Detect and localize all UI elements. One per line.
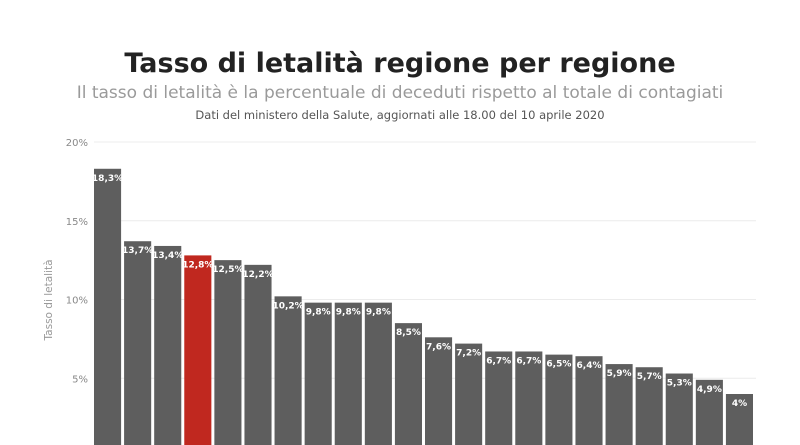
bar xyxy=(94,168,122,445)
bar-value-label: 9,8% xyxy=(336,308,361,318)
bar xyxy=(394,323,422,445)
bar-value-label: 4,9% xyxy=(697,385,722,395)
chart-source-note: Dati del ministero della Salute, aggiorn… xyxy=(195,108,605,122)
bar xyxy=(635,367,663,445)
bar-value-label: 12,2% xyxy=(242,270,273,280)
chart-subtitle: Il tasso di letalità è la percentuale di… xyxy=(76,83,724,103)
bar-value-label: 8,5% xyxy=(396,328,421,338)
bar-value-label: 7,2% xyxy=(456,349,481,359)
y-tick-label: 20% xyxy=(66,138,88,149)
bar-value-label: 5,7% xyxy=(637,372,662,382)
bar xyxy=(545,354,573,445)
bar xyxy=(124,241,152,445)
bar-value-label: 10,2% xyxy=(272,301,303,311)
bar xyxy=(364,302,392,445)
y-axis-ticks: 5% 10% 15% 20% xyxy=(66,138,88,385)
bar-value-label: 18,3% xyxy=(92,174,123,184)
y-tick-label: 5% xyxy=(72,374,88,385)
bar xyxy=(515,351,543,445)
bar xyxy=(725,394,753,445)
bar xyxy=(485,351,513,445)
bar-labels: 18,3%13,7%13,4%12,8%12,5%12,2%10,2%9,8% 9… xyxy=(92,174,747,409)
y-axis-label: Tasso di letalità xyxy=(43,259,55,341)
bar-value-label: 5,9% xyxy=(607,369,632,379)
bar-value-label: 7,6% xyxy=(426,342,451,352)
bar xyxy=(334,302,362,445)
bar-value-label: 5,3% xyxy=(667,379,692,389)
y-tick-label: 15% xyxy=(66,217,88,228)
bar xyxy=(605,364,633,445)
bar-value-label: 13,7% xyxy=(122,246,153,256)
bar xyxy=(455,343,483,445)
bar-value-label: 12,8% xyxy=(182,260,213,270)
bar-value-label: 6,5% xyxy=(546,360,571,370)
bars xyxy=(94,168,753,445)
bar xyxy=(695,379,723,445)
y-tick-label: 10% xyxy=(66,296,88,307)
bar xyxy=(425,337,453,445)
bar-value-label: 6,7% xyxy=(516,356,541,366)
bar-value-label: 9,8% xyxy=(306,308,331,318)
bar xyxy=(274,296,302,445)
bar xyxy=(304,302,332,445)
bar-value-label: 6,7% xyxy=(486,356,511,366)
chart-title: Tasso di letalità regione per regione xyxy=(124,48,676,79)
bar xyxy=(665,373,693,445)
bar-value-label: 4% xyxy=(732,399,747,409)
bar-value-label: 6,4% xyxy=(577,361,602,371)
bar-value-label: 13,4% xyxy=(152,251,183,261)
bar xyxy=(575,356,603,445)
bar xyxy=(214,260,242,445)
bar-highlighted xyxy=(184,255,212,445)
bar-value-label: 9,8% xyxy=(366,308,391,318)
bar-value-label: 12,5% xyxy=(212,265,243,275)
bar xyxy=(244,264,272,445)
bar xyxy=(154,245,182,445)
